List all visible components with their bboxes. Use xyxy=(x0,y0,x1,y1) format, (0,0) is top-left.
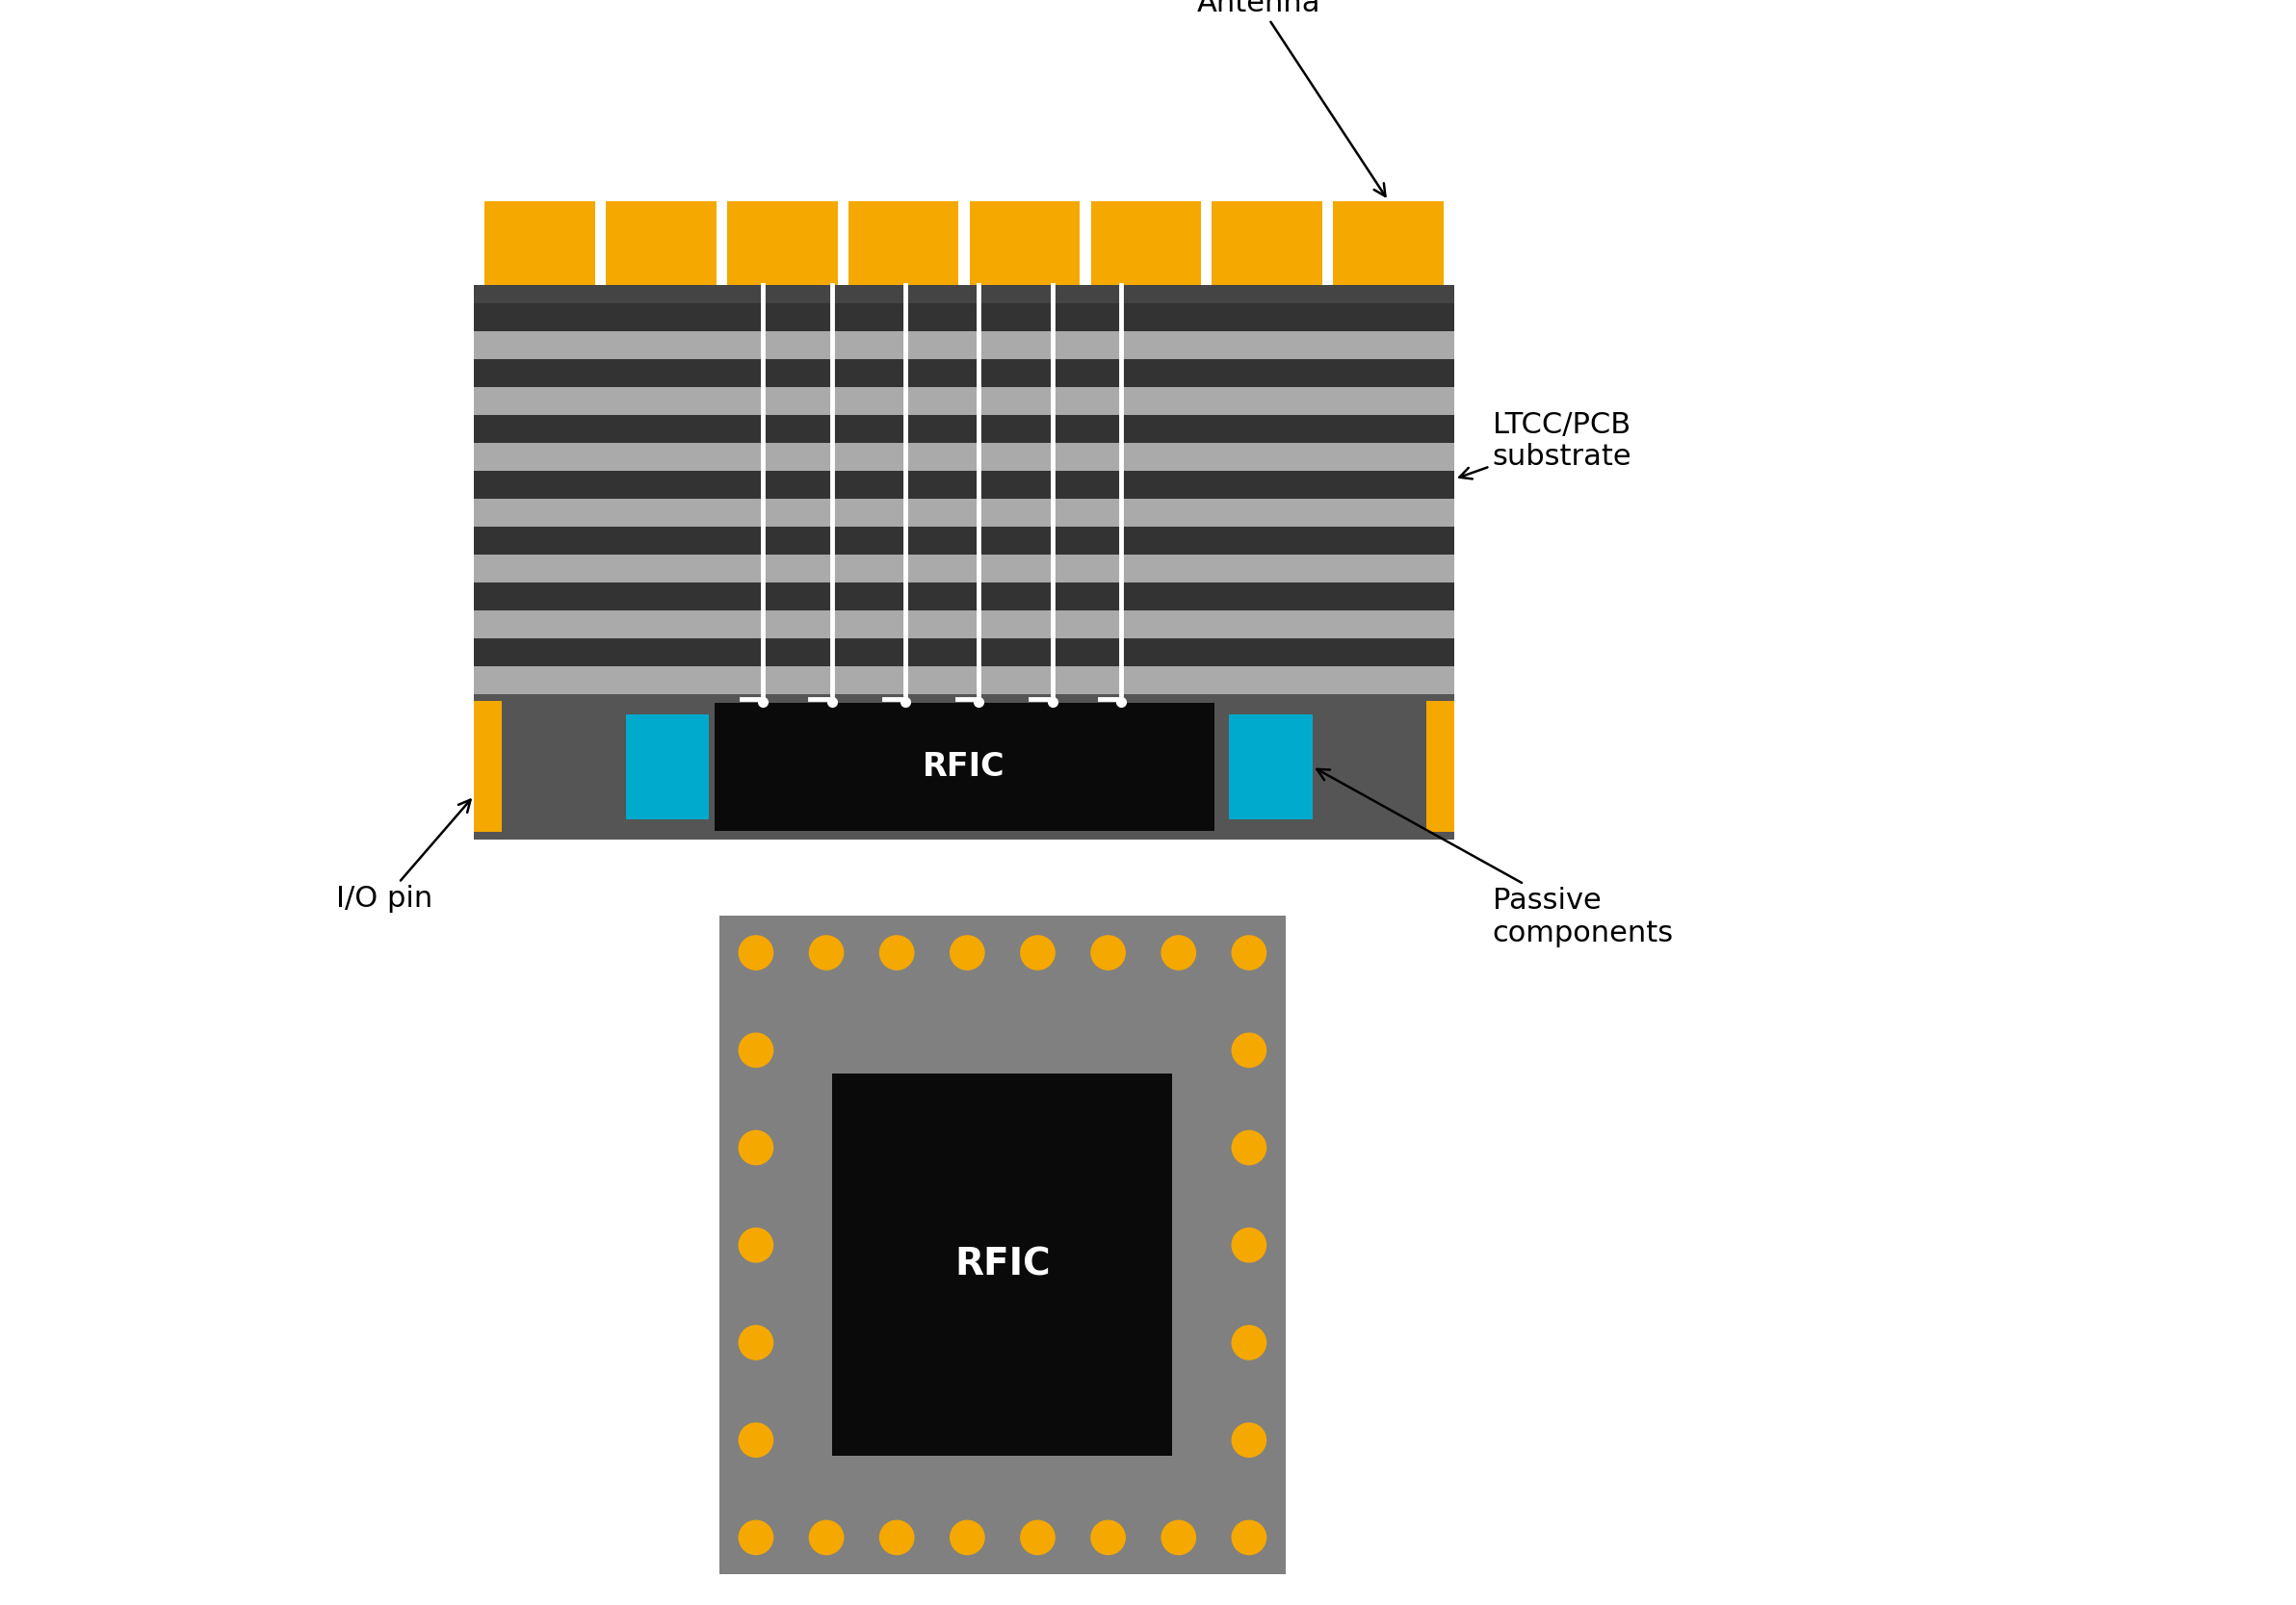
Text: Passive
components: Passive components xyxy=(1318,769,1674,947)
Circle shape xyxy=(739,1130,774,1165)
FancyBboxPatch shape xyxy=(728,201,838,286)
FancyBboxPatch shape xyxy=(1426,701,1453,831)
Circle shape xyxy=(1233,1228,1265,1262)
FancyBboxPatch shape xyxy=(473,416,1453,443)
FancyBboxPatch shape xyxy=(473,303,1453,331)
Circle shape xyxy=(810,1520,843,1555)
FancyBboxPatch shape xyxy=(473,701,501,831)
Text: RFIC: RFIC xyxy=(955,1247,1052,1282)
Circle shape xyxy=(739,1326,774,1359)
FancyBboxPatch shape xyxy=(473,499,1453,526)
Circle shape xyxy=(1233,1130,1265,1165)
Circle shape xyxy=(1233,1326,1265,1359)
FancyBboxPatch shape xyxy=(473,666,1453,693)
Circle shape xyxy=(1233,1520,1265,1555)
FancyBboxPatch shape xyxy=(473,526,1453,554)
Circle shape xyxy=(739,1424,774,1457)
FancyBboxPatch shape xyxy=(969,201,1079,286)
Text: Antenna: Antenna xyxy=(1196,0,1384,196)
FancyBboxPatch shape xyxy=(714,703,1215,831)
FancyBboxPatch shape xyxy=(833,1074,1173,1456)
Circle shape xyxy=(951,1520,985,1555)
Circle shape xyxy=(1162,936,1196,969)
Text: LTCC/PCB
substrate: LTCC/PCB substrate xyxy=(1460,411,1632,478)
FancyBboxPatch shape xyxy=(1228,714,1313,819)
FancyBboxPatch shape xyxy=(1091,201,1201,286)
Circle shape xyxy=(1022,936,1054,969)
Circle shape xyxy=(1091,1520,1125,1555)
Circle shape xyxy=(1022,1520,1054,1555)
Circle shape xyxy=(739,1520,774,1555)
FancyBboxPatch shape xyxy=(473,639,1453,666)
Circle shape xyxy=(879,1520,914,1555)
FancyBboxPatch shape xyxy=(473,610,1453,639)
Circle shape xyxy=(810,936,843,969)
FancyBboxPatch shape xyxy=(473,360,1453,387)
Circle shape xyxy=(1233,936,1265,969)
FancyBboxPatch shape xyxy=(484,201,595,286)
FancyBboxPatch shape xyxy=(1212,201,1322,286)
FancyBboxPatch shape xyxy=(473,693,1453,839)
FancyBboxPatch shape xyxy=(719,916,1286,1575)
FancyBboxPatch shape xyxy=(473,286,1453,303)
Text: RFIC: RFIC xyxy=(923,751,1006,783)
FancyBboxPatch shape xyxy=(473,470,1453,499)
FancyBboxPatch shape xyxy=(627,714,709,819)
Circle shape xyxy=(739,936,774,969)
Circle shape xyxy=(1162,1520,1196,1555)
Text: I/O pin: I/O pin xyxy=(335,799,471,913)
FancyBboxPatch shape xyxy=(473,554,1453,583)
FancyBboxPatch shape xyxy=(473,387,1453,416)
FancyBboxPatch shape xyxy=(473,443,1453,470)
Circle shape xyxy=(1091,936,1125,969)
FancyBboxPatch shape xyxy=(473,583,1453,610)
FancyBboxPatch shape xyxy=(1334,201,1444,286)
Circle shape xyxy=(1233,1424,1265,1457)
FancyBboxPatch shape xyxy=(850,201,960,286)
FancyBboxPatch shape xyxy=(473,331,1453,360)
Circle shape xyxy=(739,1034,774,1067)
FancyBboxPatch shape xyxy=(606,201,716,286)
Circle shape xyxy=(879,936,914,969)
Circle shape xyxy=(951,936,985,969)
Circle shape xyxy=(739,1228,774,1262)
Circle shape xyxy=(1233,1034,1265,1067)
